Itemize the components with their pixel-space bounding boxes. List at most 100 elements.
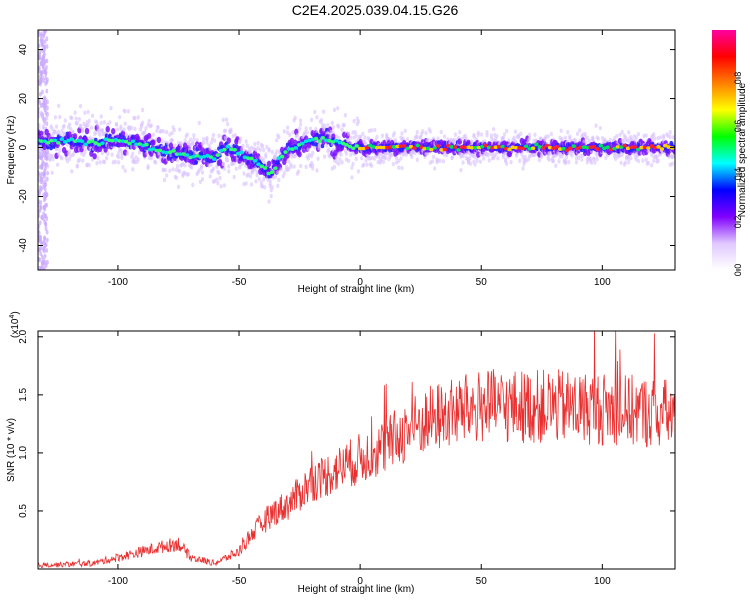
halo-point [73, 110, 77, 115]
halo-point [487, 158, 491, 163]
noise-point [40, 36, 43, 42]
halo-point [123, 168, 127, 173]
spectrogram-x-tick-label: 50 [476, 277, 488, 288]
halo-point [242, 171, 246, 176]
halo-point [160, 139, 164, 144]
halo-point [311, 163, 315, 168]
halo-point [338, 157, 342, 162]
halo-point [551, 158, 556, 164]
halo-point [264, 154, 268, 160]
halo-point [627, 130, 631, 135]
halo-point [332, 164, 337, 170]
snr-x-ticks: -100 -50 0 50 100 [108, 331, 611, 587]
halo-point [309, 117, 314, 123]
noise-point [38, 173, 42, 178]
peak-point [157, 148, 163, 153]
halo-point [373, 127, 377, 133]
peak-point [554, 145, 560, 149]
halo-point [295, 133, 300, 138]
halo-point [352, 118, 356, 124]
halo-point [356, 119, 361, 124]
halo-point [381, 159, 386, 165]
halo-point [44, 121, 48, 126]
halo-point [139, 124, 144, 129]
halo-point [136, 157, 140, 162]
halo-point [45, 115, 49, 121]
peak-point [435, 144, 441, 148]
halo-point [340, 127, 344, 132]
halo-point [584, 140, 588, 145]
halo-point [441, 159, 446, 164]
halo-point [672, 140, 675, 146]
halo-point [46, 164, 50, 169]
halo-point [438, 158, 442, 163]
halo-point [557, 159, 561, 164]
halo-point [501, 135, 505, 141]
peak-point [212, 157, 217, 161]
peak-point [469, 146, 475, 150]
halo-point [69, 126, 73, 132]
peak-point [513, 145, 519, 150]
halo-point [404, 152, 408, 157]
peak-point [486, 145, 492, 150]
halo-point [306, 156, 310, 161]
halo-point [96, 156, 100, 161]
halo-point [70, 169, 74, 174]
peak-point [351, 146, 356, 151]
peak-point [388, 145, 393, 149]
noise-point [45, 88, 49, 94]
halo-point [568, 136, 572, 141]
noise-point [45, 216, 49, 221]
halo-point [289, 164, 293, 170]
halo-point [331, 125, 335, 130]
halo-point [162, 177, 167, 183]
halo-point [391, 161, 395, 167]
peak-point [320, 136, 326, 140]
halo-point [217, 170, 221, 176]
snr-x-tick-label: -100 [108, 576, 128, 587]
halo-point [311, 150, 315, 156]
halo-point [539, 154, 544, 160]
halo-point [299, 163, 303, 169]
halo-point [223, 128, 228, 133]
peak-point [544, 143, 549, 148]
halo-point [62, 123, 66, 129]
noise-point [38, 256, 41, 262]
colorbar-ticks: 0.0 0.2 0.4 0.6 0.8 [733, 72, 743, 277]
halo-point [428, 129, 432, 134]
peak-point [52, 138, 58, 143]
halo-point [304, 126, 308, 131]
halo-point [353, 129, 357, 135]
peak-point [144, 142, 149, 147]
halo-point [154, 160, 158, 165]
halo-point [442, 134, 447, 139]
halo-point [60, 128, 64, 134]
halo-point [365, 162, 369, 168]
noise-point [42, 248, 46, 254]
halo-point [209, 140, 213, 145]
peak-point [663, 143, 668, 148]
halo-point [594, 123, 598, 128]
halo-point [269, 193, 273, 199]
peak-point [574, 146, 580, 151]
noise-point [38, 49, 42, 55]
noise-point [42, 184, 45, 190]
halo-point [115, 127, 120, 132]
halo-point [267, 199, 271, 204]
halo-point [527, 136, 532, 141]
noise-point [43, 168, 46, 174]
halo-point [205, 140, 209, 145]
noise-point [43, 44, 47, 50]
halo-point [118, 114, 122, 120]
halo-point [177, 184, 181, 190]
halo-point [641, 158, 645, 163]
halo-point [623, 160, 628, 165]
peak-point [62, 140, 68, 144]
colorbar-tick-label: 0.0 [733, 264, 743, 277]
peak-point [69, 137, 75, 142]
halo-point [57, 103, 61, 108]
halo-point [263, 185, 267, 190]
peak-point [625, 146, 631, 151]
halo-point [308, 126, 313, 131]
peak-point [378, 145, 383, 150]
